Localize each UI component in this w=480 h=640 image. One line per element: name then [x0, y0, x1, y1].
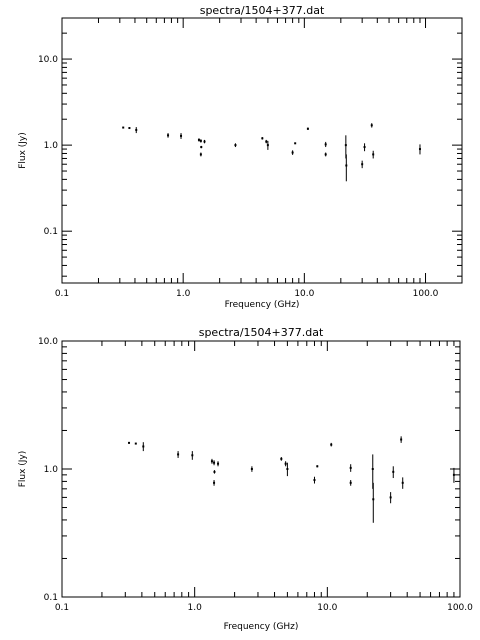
data-point	[142, 445, 145, 448]
x-tick-label: 0.1	[55, 289, 69, 299]
data-point	[313, 479, 316, 482]
data-point	[363, 146, 366, 149]
data-point	[261, 137, 264, 140]
data-point	[349, 481, 352, 484]
data-point	[135, 128, 138, 131]
data-point	[265, 140, 268, 143]
data-point	[177, 453, 180, 456]
data-point	[213, 470, 216, 473]
data-point	[199, 139, 202, 142]
y-tick-label: 10.0	[38, 337, 58, 347]
data-point	[294, 142, 297, 145]
data-point	[250, 468, 253, 470]
data-points	[122, 123, 421, 182]
data-point	[452, 473, 455, 476]
data-point	[213, 481, 216, 484]
data-point	[122, 126, 125, 129]
data-point	[370, 124, 373, 127]
data-point	[203, 140, 206, 143]
data-point	[197, 138, 200, 141]
plot-frame	[61, 340, 461, 598]
y-tick-label: 1.0	[44, 465, 59, 475]
data-point	[167, 134, 170, 137]
data-point	[389, 496, 392, 499]
data-point	[361, 163, 364, 166]
data-point	[372, 153, 375, 156]
data-point	[349, 466, 352, 469]
data-point	[191, 454, 194, 457]
chart-title: spectra/1504+377.dat	[199, 326, 324, 339]
chart-2: spectra/1504+377.dat Frequency (GHz) Flux …	[18, 326, 473, 632]
chart-title: spectra/1504+377.dat	[200, 4, 325, 17]
data-point	[316, 465, 319, 468]
x-tick-label: 10.0	[317, 603, 337, 613]
data-point	[324, 143, 327, 146]
data-point	[291, 151, 294, 154]
data-point	[345, 164, 348, 167]
data-point	[306, 127, 309, 130]
data-point	[213, 461, 216, 464]
y-axis-label: Flux (Jy)	[18, 451, 28, 488]
data-point	[134, 442, 137, 445]
x-tick-label: 1.0	[176, 289, 191, 299]
x-tick-label: 1.0	[188, 603, 203, 613]
y-tick-label: 0.1	[44, 227, 58, 237]
data-point	[324, 153, 327, 156]
y-tick-label: 0.1	[44, 593, 58, 603]
data-point	[280, 457, 283, 460]
data-point	[392, 470, 395, 473]
x-tick-label: 100.0	[413, 289, 439, 299]
chart-1: spectra/1504+377.dat Frequency (GHz) Flux …	[18, 4, 463, 310]
data-point	[284, 462, 287, 465]
data-point	[200, 146, 203, 149]
data-point	[128, 127, 131, 130]
x-axis-label: Frequency (GHz)	[225, 300, 300, 310]
plot-frame	[61, 17, 463, 284]
x-tick-label: 100.0	[447, 603, 473, 613]
data-point	[199, 153, 202, 156]
data-point	[180, 134, 183, 137]
x-axis-label: Frequency (GHz)	[224, 622, 299, 632]
data-point	[372, 498, 375, 501]
y-axis-label: Flux (Jy)	[18, 132, 28, 169]
data-point	[217, 462, 220, 465]
data-point	[418, 148, 421, 151]
y-tick-label: 1.0	[44, 141, 59, 151]
y-tick-label: 10.0	[38, 55, 58, 65]
x-tick-label: 10.0	[294, 289, 314, 299]
data-point	[400, 438, 403, 441]
data-point	[128, 441, 131, 444]
data-point	[344, 144, 347, 147]
data-point	[210, 460, 213, 463]
data-point	[286, 468, 289, 470]
data-point	[401, 481, 404, 484]
x-tick-label: 0.1	[55, 603, 69, 613]
data-point	[371, 468, 374, 470]
data-point	[266, 144, 269, 147]
data-points	[128, 436, 455, 523]
data-point	[330, 443, 333, 446]
data-point	[234, 144, 237, 147]
